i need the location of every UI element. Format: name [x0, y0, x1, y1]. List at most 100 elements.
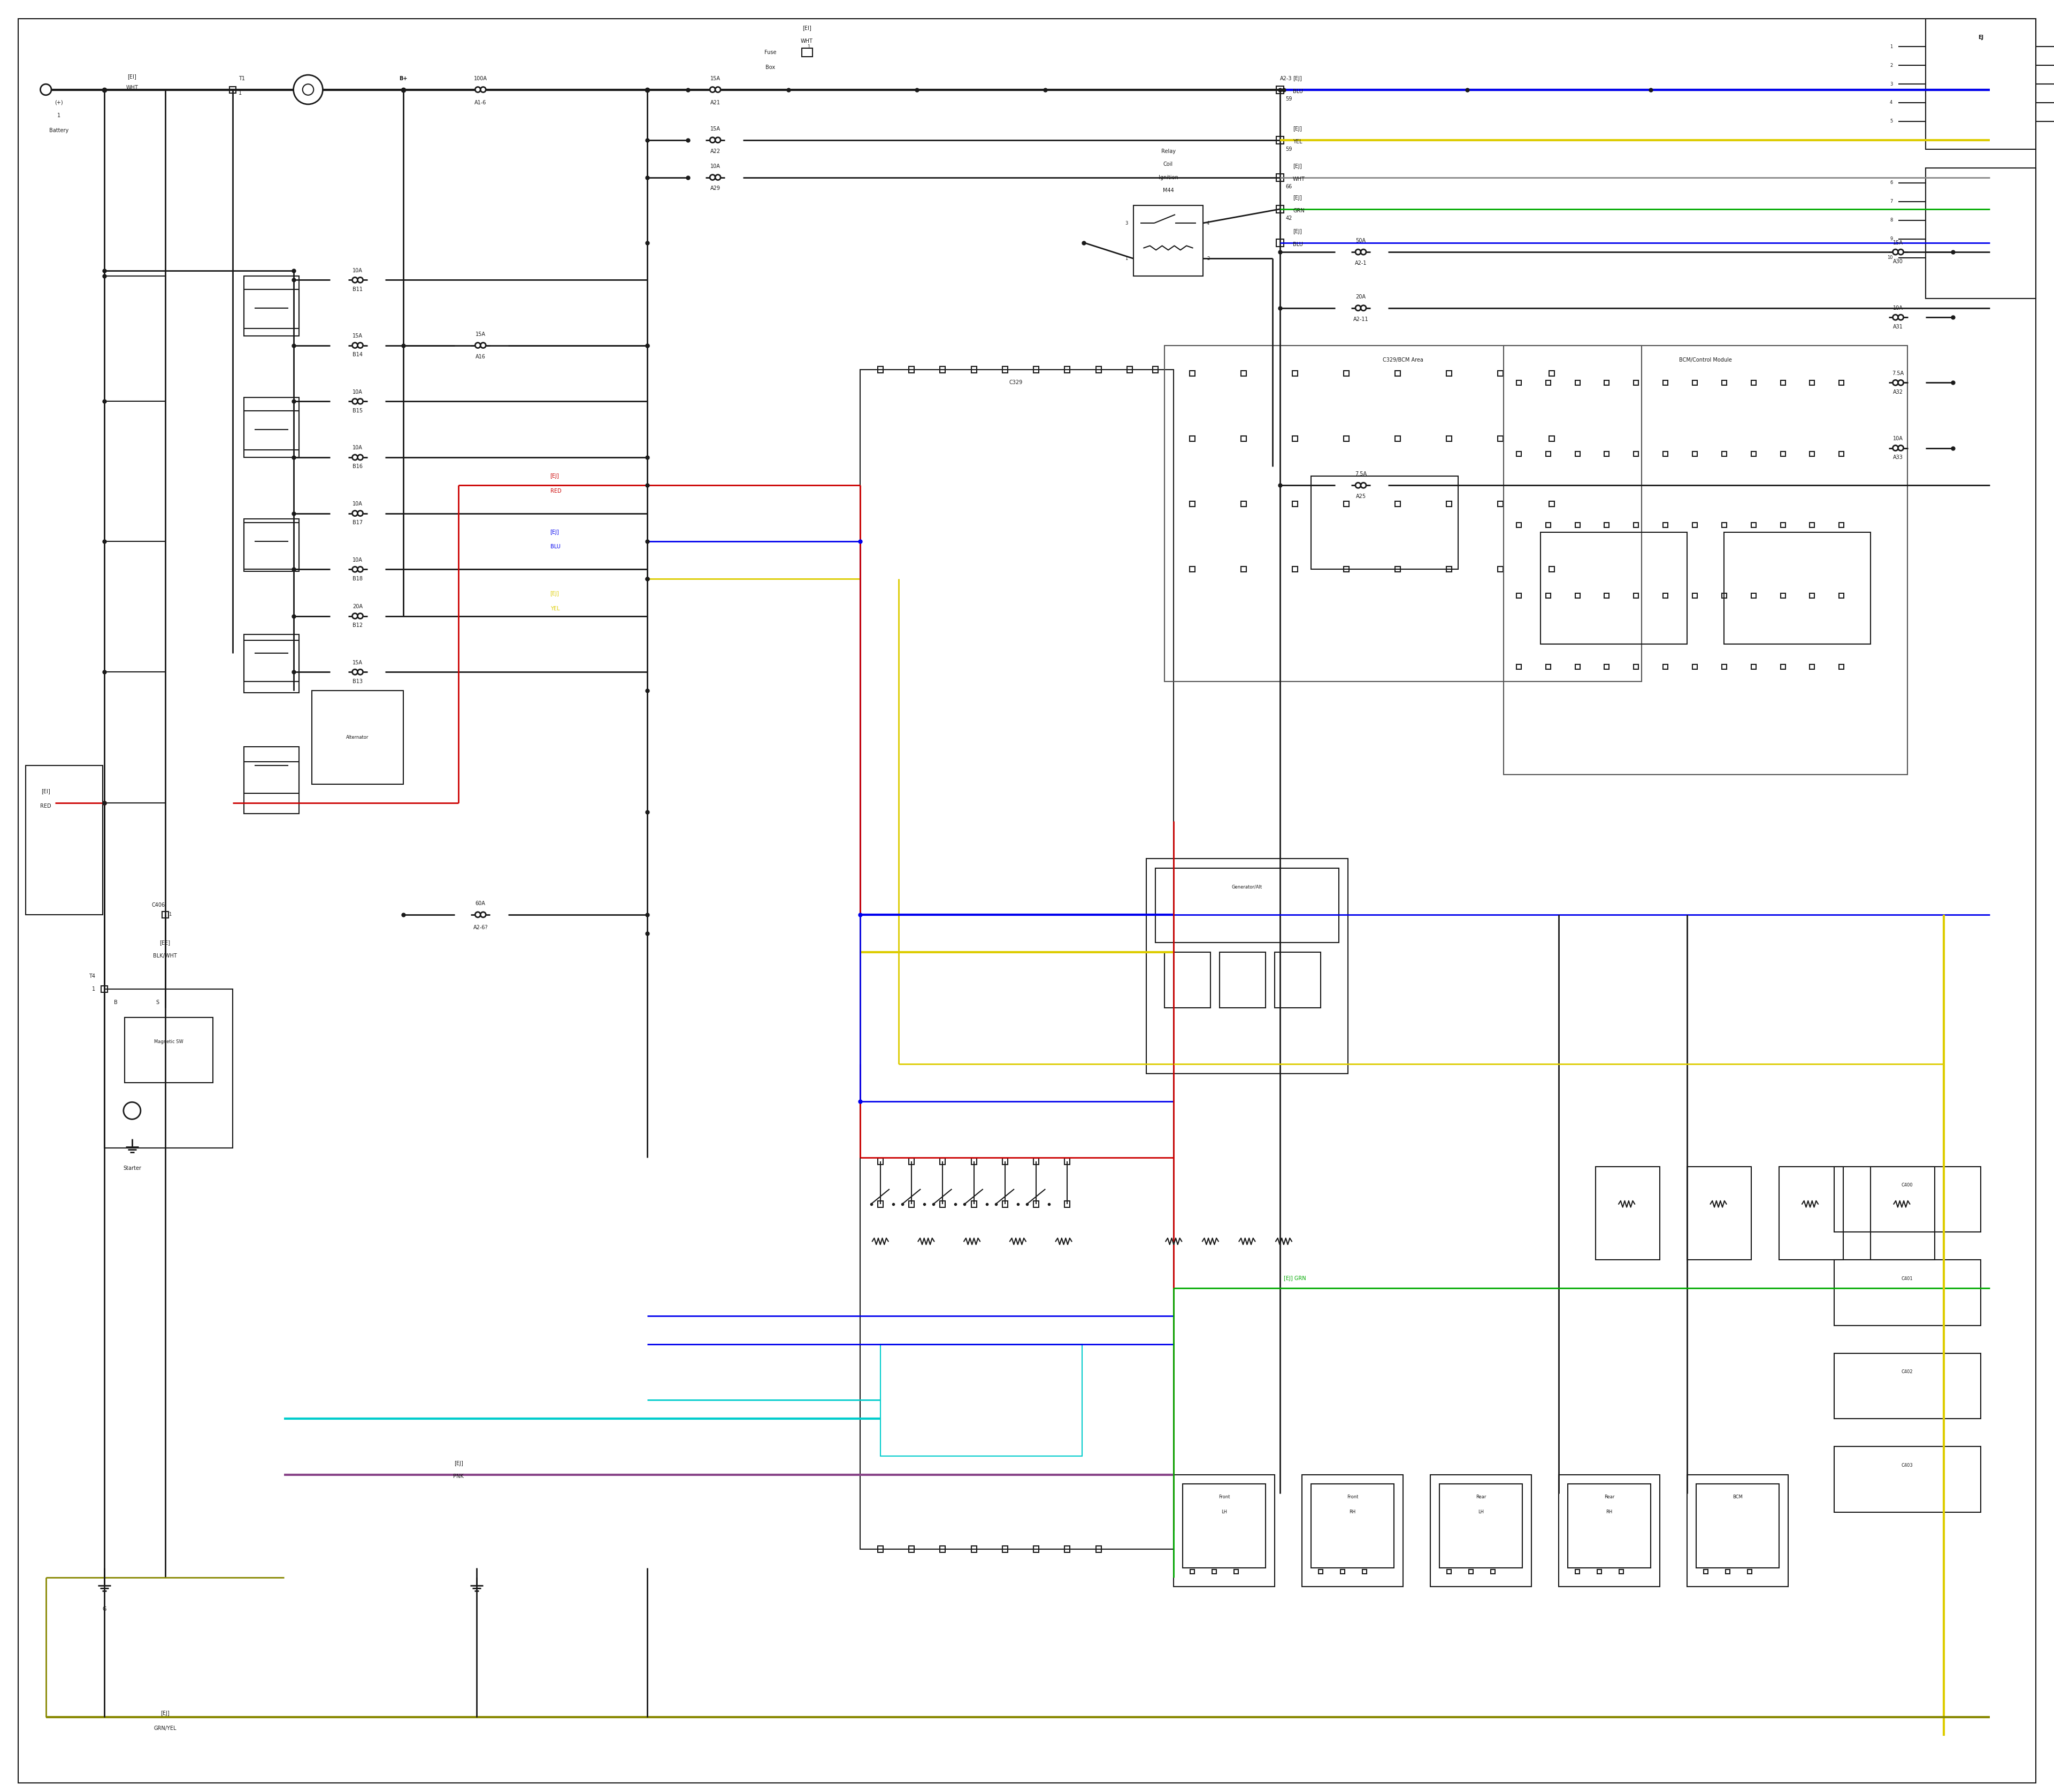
Text: 15A: 15A — [353, 333, 364, 339]
Text: 15A: 15A — [711, 75, 721, 81]
Bar — [1810, 523, 1814, 527]
Text: 66: 66 — [1286, 185, 1292, 190]
Text: Battery: Battery — [49, 127, 68, 133]
Bar — [1097, 1546, 1101, 1552]
Bar — [1516, 593, 1522, 599]
Text: 1: 1 — [1126, 256, 1128, 262]
Bar — [1165, 346, 1641, 681]
Text: WHT: WHT — [801, 38, 813, 43]
Bar — [1664, 593, 1668, 599]
Bar — [1810, 665, 1814, 668]
Bar — [1633, 593, 1639, 599]
Text: Magnetic SW: Magnetic SW — [154, 1039, 183, 1045]
Text: 7: 7 — [1890, 199, 1892, 204]
Text: Rear: Rear — [1475, 1495, 1487, 1500]
Text: B: B — [113, 1000, 117, 1005]
Bar — [1446, 502, 1452, 507]
Bar — [1575, 523, 1580, 527]
Text: 1: 1 — [92, 987, 94, 993]
Text: T1: T1 — [238, 75, 244, 81]
Text: WHT: WHT — [1292, 177, 1304, 181]
Text: PNK: PNK — [454, 1473, 464, 1478]
Text: RED: RED — [550, 487, 561, 493]
Text: C401: C401 — [1902, 1276, 1912, 1281]
Bar — [1686, 1167, 1752, 1260]
Text: 100A: 100A — [474, 75, 487, 81]
Text: [EJ] GRN: [EJ] GRN — [1284, 1276, 1306, 1281]
Bar — [25, 765, 103, 914]
Bar — [1446, 1570, 1450, 1573]
Text: BLU: BLU — [550, 545, 561, 550]
Bar — [1302, 1475, 1403, 1586]
Text: [EJ]: [EJ] — [1292, 195, 1302, 201]
Bar — [1692, 523, 1697, 527]
Text: 1: 1 — [807, 45, 809, 48]
Text: 10A: 10A — [353, 557, 364, 563]
Bar — [244, 398, 300, 450]
Bar — [1723, 532, 1871, 643]
Bar — [244, 410, 300, 457]
Bar — [105, 989, 232, 1149]
Text: 4: 4 — [1206, 220, 1210, 226]
Bar — [1497, 371, 1504, 376]
Bar — [1002, 1158, 1009, 1165]
Bar — [1549, 566, 1555, 572]
Bar — [1241, 502, 1247, 507]
Bar — [1692, 593, 1697, 599]
Text: C403: C403 — [1902, 1462, 1912, 1468]
Text: 10A: 10A — [353, 502, 364, 507]
Text: A29: A29 — [711, 186, 721, 192]
Bar — [1664, 452, 1668, 457]
Bar — [1927, 168, 2036, 299]
Bar — [1189, 371, 1195, 376]
Text: LH: LH — [1222, 1509, 1226, 1514]
Bar — [244, 634, 300, 681]
Circle shape — [357, 566, 364, 572]
Text: [EJ]: [EJ] — [1292, 229, 1302, 235]
Text: 10A: 10A — [353, 389, 364, 394]
Bar — [1596, 1167, 1660, 1260]
Bar — [1781, 593, 1785, 599]
Bar — [1547, 452, 1551, 457]
Text: A31: A31 — [1894, 324, 1904, 330]
Text: BLK/WHT: BLK/WHT — [154, 953, 177, 959]
Bar — [1097, 366, 1101, 373]
Bar — [1064, 1546, 1070, 1552]
Bar — [1838, 523, 1844, 527]
Bar — [1721, 665, 1727, 668]
Bar — [1810, 452, 1814, 457]
Text: C402: C402 — [1902, 1369, 1912, 1374]
Text: A16: A16 — [474, 353, 485, 358]
Bar — [941, 366, 945, 373]
Bar — [1781, 380, 1785, 385]
Circle shape — [1356, 482, 1360, 487]
Bar — [1516, 452, 1522, 457]
Bar — [1033, 1201, 1039, 1208]
Circle shape — [1898, 249, 1904, 254]
Bar — [1721, 380, 1727, 385]
Bar — [1497, 435, 1504, 441]
Text: 6: 6 — [1890, 181, 1892, 185]
Bar — [1692, 665, 1697, 668]
Text: 2: 2 — [1206, 256, 1210, 262]
Bar — [1064, 366, 1070, 373]
Text: B16: B16 — [353, 464, 364, 470]
Text: 4: 4 — [1890, 100, 1892, 106]
Text: B15: B15 — [353, 409, 364, 414]
Circle shape — [711, 138, 715, 143]
Circle shape — [1360, 482, 1366, 487]
Text: [EJ]: [EJ] — [550, 473, 559, 478]
Bar — [1189, 502, 1195, 507]
Bar — [1927, 18, 2036, 149]
Bar — [1002, 1546, 1009, 1552]
Bar — [1721, 523, 1727, 527]
Text: C406: C406 — [152, 903, 164, 909]
Circle shape — [711, 174, 715, 179]
Bar — [230, 86, 236, 93]
Bar — [1810, 593, 1814, 599]
Circle shape — [474, 342, 481, 348]
Bar — [1549, 435, 1555, 441]
Circle shape — [357, 398, 364, 403]
Circle shape — [481, 342, 487, 348]
Bar — [1781, 523, 1785, 527]
